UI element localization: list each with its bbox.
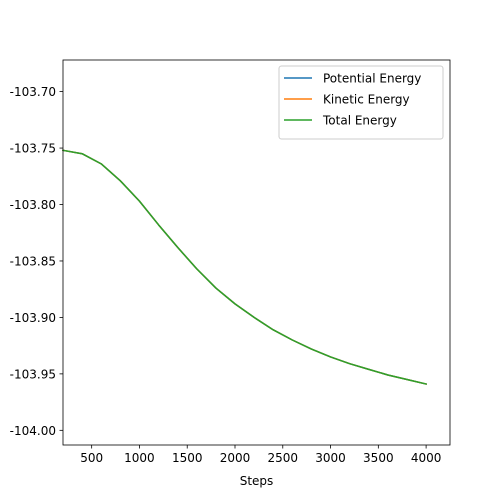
y-tick-label-2: -103.80 bbox=[10, 198, 56, 212]
x-tick-label-2000: 2000 bbox=[220, 451, 251, 465]
x-tick-label-4000: 4000 bbox=[411, 451, 442, 465]
x-tick-label-3500: 3500 bbox=[363, 451, 394, 465]
y-tick-label-3: -103.85 bbox=[10, 254, 56, 268]
y-tick-label-6: -104.00 bbox=[10, 424, 56, 438]
series-line-1 bbox=[62, 149, 428, 385]
axes-layer: 500 1000 1500 2000 2500 3000 3500 4000 -103.70 -1… bbox=[10, 59, 451, 488]
y-tick-label-5: -103.95 bbox=[10, 367, 56, 381]
x-tick-label-1000: 1000 bbox=[124, 451, 155, 465]
x-tick-label-2500: 2500 bbox=[268, 451, 299, 465]
legend-label-1: Potential Energy bbox=[323, 72, 421, 86]
lines-layer bbox=[62, 149, 428, 385]
legend: Potential Energy Kinetic Energy Total Ener… bbox=[278, 65, 444, 140]
x-tick-label-500: 500 bbox=[80, 451, 103, 465]
series-line-3 bbox=[62, 149, 428, 385]
series-line-2 bbox=[62, 149, 428, 385]
legend-label-2: Kinetic Energy bbox=[323, 93, 410, 107]
plot-frame bbox=[62, 59, 451, 446]
y-tick-label-4: -103.90 bbox=[10, 311, 56, 325]
y-tick-label-0: -103.70 bbox=[10, 85, 56, 99]
x-axis-label: Steps bbox=[240, 474, 274, 488]
x-tick-label-1500: 1500 bbox=[172, 451, 203, 465]
legend-box bbox=[278, 65, 444, 140]
y-tick-label-1: -103.75 bbox=[10, 142, 56, 156]
legend-label-3: Total Energy bbox=[322, 114, 397, 128]
x-tick-label-3000: 3000 bbox=[315, 451, 346, 465]
